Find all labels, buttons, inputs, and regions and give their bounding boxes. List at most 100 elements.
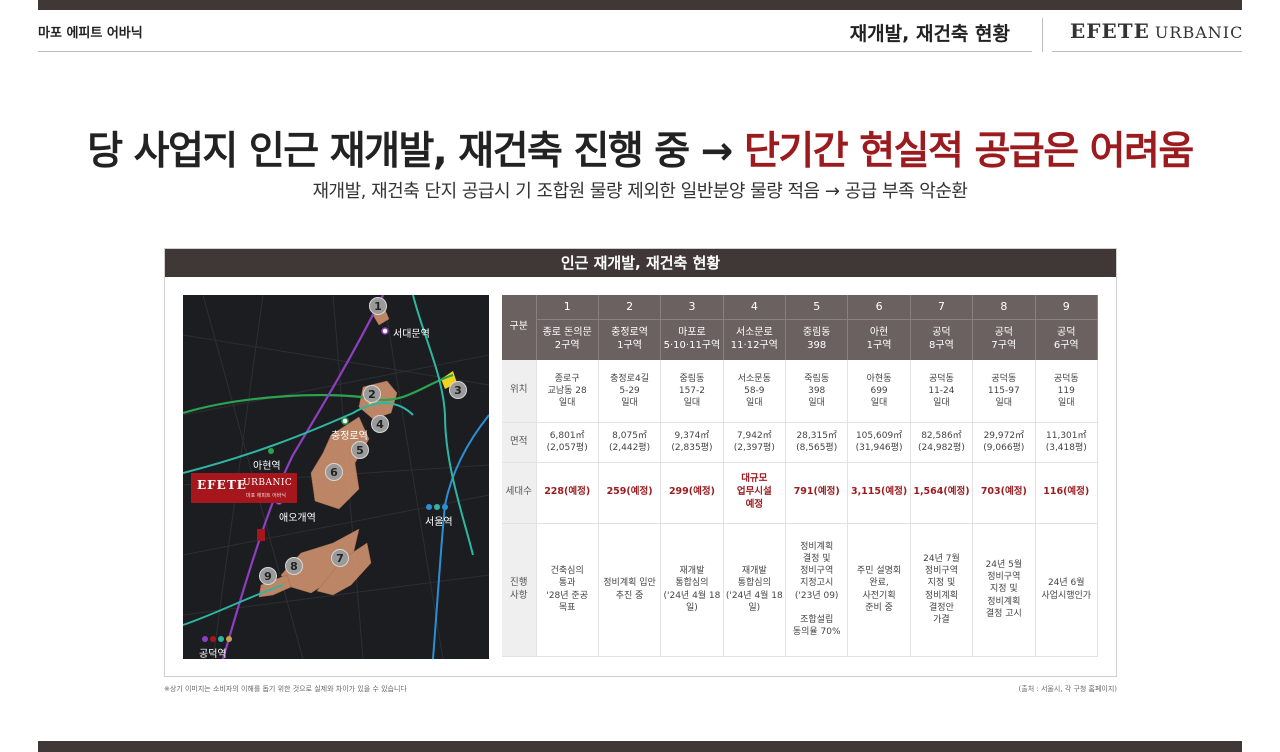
- table-cell: 299(예정): [660, 462, 724, 524]
- col-number: 6: [847, 295, 911, 320]
- station-label: 아현역: [253, 461, 281, 472]
- col-number: 3: [660, 295, 724, 320]
- brand-sub: URBANIC: [1154, 23, 1244, 42]
- map-pin: 8: [285, 557, 303, 575]
- airport-line: [183, 402, 414, 474]
- table-cell: 105,609㎡ (31,946평): [847, 422, 911, 463]
- row-label: 세대수: [502, 462, 537, 524]
- railway-south: [183, 584, 284, 626]
- table-cell: 28,315㎡ (8,565평): [785, 422, 849, 463]
- col-number: 5: [785, 295, 849, 320]
- col-number: 1: [536, 295, 599, 320]
- row-label: 진행 사항: [502, 523, 537, 657]
- site-brand-sub: URBANIC: [243, 478, 293, 488]
- table-cell: 259(예정): [598, 462, 662, 524]
- table-row-location: 위치 종로구 교남동 28 일대 충정로4길 5-29 일대 중림동 157-2…: [502, 360, 1098, 423]
- col-number: 7: [910, 295, 974, 320]
- col-number: 4: [723, 295, 787, 320]
- station-label: 서울역: [425, 517, 453, 528]
- col-name: 종로 돈의문 2구역: [536, 319, 599, 360]
- map-pin: 1: [369, 297, 387, 315]
- col-name: 공덕 6구역: [1035, 319, 1098, 360]
- table-cell: 대규모 업무시설 예정: [723, 462, 787, 524]
- table-cell: 주민 설명회 완료, 사전기획 준비 중: [847, 523, 911, 657]
- table-cell: 24년 6월 사업시행인가: [1035, 523, 1098, 657]
- table-cell: 703(예정): [972, 462, 1036, 524]
- table-cell: 충정로4길 5-29 일대: [598, 360, 662, 423]
- line-5: [221, 295, 384, 659]
- site-brand-main: EFETE: [197, 478, 247, 492]
- subheadline: 재개발, 재건축 단지 공급시 기 조합원 물량 제외한 일반분양 물량 적음 …: [312, 181, 968, 202]
- table-cell: 공덕동 11-24 일대: [910, 360, 974, 423]
- table-cell: 재개발 통합심의 ('24년 4월 18 일): [723, 523, 787, 657]
- table-cell: 8,075㎡ (2,442평): [598, 422, 662, 463]
- source-note: (출처 : 서울시, 각 구청 홈페이지): [1018, 685, 1117, 693]
- table-row-area: 면적 6,801㎡ (2,057평) 8,075㎡ (2,442평) 9,374…: [502, 422, 1098, 463]
- col-name: 충정로역 1구역: [598, 319, 662, 360]
- table-row-households: 세대수 228(예정) 259(예정) 299(예정) 대규모 업무시설 예정 …: [502, 462, 1098, 524]
- map-pin: 7: [331, 549, 349, 567]
- map-pin: 5: [351, 441, 369, 459]
- col-name: 중림동 398: [785, 319, 849, 360]
- table-cell: 228(예정): [536, 462, 599, 524]
- header-rule: [38, 51, 1032, 52]
- table-cell: 종로구 교남동 28 일대: [536, 360, 599, 423]
- location-map: 서대문역 충정로역 아현역 애오개역 서울역 공덕역 1 2 3 4 5 6 7…: [183, 295, 489, 659]
- map-pin: 2: [363, 385, 381, 403]
- col-name: 서소문로 11·12구역: [723, 319, 787, 360]
- line-4: [432, 414, 489, 659]
- panel-title: 인근 재개발, 재건축 현황: [165, 249, 1116, 277]
- table-cell: 11,301㎡ (3,418평): [1035, 422, 1098, 463]
- row-label: 위치: [502, 360, 537, 423]
- table-cell: 공덕동 119 일대: [1035, 360, 1098, 423]
- zones: [258, 304, 398, 598]
- col-name: 아현 1구역: [847, 319, 911, 360]
- table-cell: 9,374㎡ (2,835평): [660, 422, 724, 463]
- table-cell: 서소문동 58-9 일대: [723, 360, 787, 423]
- table-cell: 정비계획 입안 추진 중: [598, 523, 662, 657]
- col-number: 2: [598, 295, 662, 320]
- col-name: 마포로 5·10·11구역: [660, 319, 724, 360]
- zone-5-6: [310, 416, 370, 510]
- redevelopment-panel: 인근 재개발, 재건축 현황: [164, 248, 1117, 677]
- railway: [412, 295, 474, 556]
- map-pin: 9: [259, 567, 277, 585]
- map-pin: 6: [325, 463, 343, 481]
- col-number: 9: [1035, 295, 1098, 320]
- headline-main: 당 사업지 인근 재개발, 재건축 진행 중 →: [87, 129, 745, 174]
- row-label: 면적: [502, 422, 537, 463]
- station-label: 공덕역: [199, 649, 227, 659]
- table-cell: 공덕동 115-97 일대: [972, 360, 1036, 423]
- site-brand-small: 마포 에피트 어바닉: [246, 493, 286, 499]
- redevelopment-table: 구분 1 2 3 4 5 6 7 8 9 종로 돈의문 2구역 충정로역 1구역…: [502, 295, 1098, 657]
- map-pin: 3: [449, 381, 467, 399]
- header-divider: [1042, 18, 1043, 52]
- header-rule-right: [1052, 51, 1242, 52]
- table-cell: 중림동 157-2 일대: [660, 360, 724, 423]
- table-cell: 24년 5월 정비구역 지정 및 정비계획 결정 고시: [972, 523, 1036, 657]
- col-name: 공덕 7구역: [972, 319, 1036, 360]
- table-cell: 6,801㎡ (2,057평): [536, 422, 599, 463]
- site-brand-tag: EFETE URBANIC 마포 에피트 어바닉: [191, 473, 297, 503]
- table-cell: 1,564(예정): [910, 462, 974, 524]
- headline-highlight: 단기간 현실적 공급은 어려움: [744, 129, 1194, 174]
- project-name: 마포 에피트 어바닉: [38, 26, 143, 41]
- section-title: 재개발, 재건축 현황: [849, 23, 1010, 45]
- station-label: 애오개역: [279, 513, 316, 524]
- table-cell: 아현동 699 일대: [847, 360, 911, 423]
- table-cell: 791(예정): [785, 462, 849, 524]
- table-cell: 건축심의 통과 '28년 준공 목표: [536, 523, 599, 657]
- table-cell: 116(예정): [1035, 462, 1098, 524]
- table-cell: 재개발 통합심의 ('24년 4월 18 일): [660, 523, 724, 657]
- table-cell: 7,942㎡ (2,397평): [723, 422, 787, 463]
- map-pin: 4: [371, 415, 389, 433]
- table-row-progress: 진행 사항 건축심의 통과 '28년 준공 목표 정비계획 입안 추진 중 재개…: [502, 523, 1098, 657]
- brand-logo: EFETE URBANIC: [1070, 19, 1243, 43]
- gubun-header: 구분: [502, 295, 537, 360]
- table-cell: 3,115(예정): [847, 462, 911, 524]
- disclaimer: ※상기 이미지는 소비자의 이해를 돕기 위한 것으로 실제와 차이가 있을 수…: [164, 685, 407, 693]
- table-cell: 죽림동 398 일대: [785, 360, 849, 423]
- table-cell: 정비계획 결정 및 정비구역 지정고시 ('23년 09) 조합설립 동의율 7…: [785, 523, 849, 657]
- headline: 당 사업지 인근 재개발, 재건축 진행 중 → 단기간 현실적 공급은 어려움: [0, 120, 1280, 176]
- col-name: 공덕 8구역: [910, 319, 974, 360]
